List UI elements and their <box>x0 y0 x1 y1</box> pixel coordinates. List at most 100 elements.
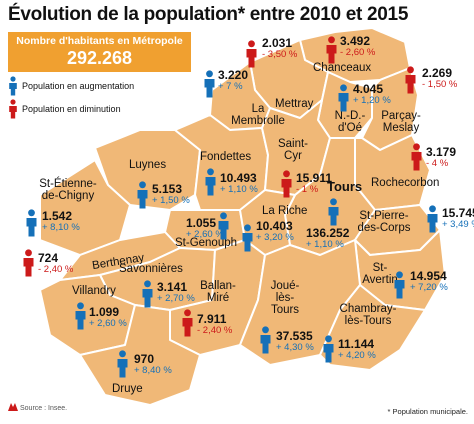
person-icon-chanceaux <box>325 36 338 69</box>
stat-parcay-value: 2.269 <box>422 66 453 80</box>
commune-name-parcay: Parçay-Meslay <box>378 110 424 134</box>
stat-chambray-change: + 4,20 % <box>338 349 376 361</box>
stat-st-pierre-value: 15.745 <box>442 206 474 220</box>
stat-saint-cyr: 15.911 - 1 % <box>296 172 332 195</box>
stat-joue-value: 37.535 <box>276 329 313 343</box>
person-icon-fondettes <box>204 168 217 201</box>
stat-ballan-mire-change: - 2,40 % <box>197 324 233 336</box>
stat-st-avertin-value: 14.954 <box>410 269 447 283</box>
stat-st-genouph-change: + 2,60 % <box>186 228 224 240</box>
stat-berthenay-value: 724 <box>38 251 59 265</box>
commune-name-joue-text: Joué-lès-Tours <box>270 280 300 317</box>
commune-name-la-membrolle-text: La Membrolle <box>231 103 285 128</box>
commune-name-st-avertin-text: St-Avertin <box>362 262 398 287</box>
metro-label: Nombre d'habitants en Métropole <box>16 35 183 47</box>
stat-st-etienne: 1.542 + 8,10 % <box>42 210 80 233</box>
commune-name-rochecorbon: Rochecorbon <box>371 177 440 189</box>
commune-name-druye: Druye <box>112 383 143 395</box>
stat-luynes-change: + 1,50 % <box>152 194 190 206</box>
person-icon-st-etienne <box>25 209 38 242</box>
stat-la-membrolle-change: + 7 % <box>218 80 243 92</box>
stat-la-riche: 10.403 + 3,20 % <box>256 220 294 243</box>
commune-name-nd-oe: N.-D.-d'Oé <box>332 110 368 134</box>
commune-name-st-pierre-text: St-Pierre-des-Corps <box>357 210 411 235</box>
stat-la-riche-change: + 3,20 % <box>256 231 294 243</box>
person-icon-savonnieres <box>141 280 154 313</box>
stat-la-membrolle-value: 3.220 <box>218 68 249 82</box>
commune-name-st-etienne: St-Étienne-de-Chigny <box>33 178 103 202</box>
person-icon-villandry <box>74 302 87 335</box>
footnote: * Population municipale. <box>387 407 468 416</box>
commune-name-parcay-text: Parçay-Meslay <box>381 110 421 135</box>
stat-st-avertin-change: + 7,20 % <box>410 281 448 293</box>
stat-druye-change: + 8,40 % <box>134 364 172 376</box>
stat-chanceaux: 3.492 - 2,60 % <box>340 35 375 58</box>
person-blue-icon <box>9 76 17 96</box>
stat-nd-oe-value: 4.045 <box>353 82 384 96</box>
legend-up: Population en augmentation <box>8 76 134 96</box>
stat-fondettes: 10.493 + 1,10 % <box>220 172 258 195</box>
region-st-etienne <box>39 159 131 256</box>
commune-name-ballan-mire: Ballan-Miré <box>200 280 236 304</box>
stat-parcay-change: - 1,50 % <box>422 78 458 90</box>
person-icon-druye <box>116 350 129 383</box>
commune-name-chambray: Chambray-lès-Tours <box>338 303 398 327</box>
commune-name-saint-cyr-text: Saint-Cyr <box>277 138 309 163</box>
commune-name-la-riche: La Riche <box>262 205 308 217</box>
stat-savonnieres-value: 3.141 <box>157 280 188 294</box>
legend-down-label: Population en diminution <box>22 104 121 114</box>
stat-nd-oe: 4.045 + 1,20 % <box>353 83 391 106</box>
stat-st-etienne-change: + 8,10 % <box>42 221 80 233</box>
stat-ballan-mire: 7.911 - 2,40 % <box>197 313 232 336</box>
person-red-icon <box>9 99 17 119</box>
stat-tours-change: + 1,10 % <box>306 238 344 250</box>
person-icon-parcay <box>404 66 417 99</box>
commune-name-st-pierre: St-Pierre-des-Corps <box>354 210 414 234</box>
stat-chambray-value: 11.144 <box>338 337 375 351</box>
person-icon-la-riche <box>241 224 254 257</box>
stat-fondettes-change: + 1,10 % <box>220 183 258 195</box>
commune-name-joue: Joué-lès-Tours <box>270 280 300 316</box>
commune-name-saint-cyr: Saint-Cyr <box>275 138 311 162</box>
commune-name-tours: Tours <box>327 179 363 194</box>
person-icon-la-membrolle <box>203 70 216 103</box>
stat-mettray-value: 2.031 <box>262 36 293 50</box>
stat-la-riche-value: 10.403 <box>256 219 293 233</box>
stat-fondettes-value: 10.493 <box>220 171 257 185</box>
stat-st-etienne-value: 1.542 <box>42 209 73 223</box>
commune-name-mettray: Mettray <box>275 98 314 110</box>
stat-joue-change: + 4,30 % <box>276 341 314 353</box>
publisher-logo-icon <box>8 403 18 411</box>
stat-saint-cyr-change: - 1 % <box>296 183 319 195</box>
legend-up-label: Population en augmentation <box>22 81 135 91</box>
stat-tours: 136.252 + 1,10 % <box>306 227 349 250</box>
person-icon-mettray <box>245 40 258 73</box>
stat-chanceaux-value: 3.492 <box>340 34 371 48</box>
stat-mettray-change: - 3,50 % <box>262 48 298 60</box>
commune-name-la-membrolle: La Membrolle <box>228 103 288 127</box>
commune-name-ballan-mire-text: Ballan-Miré <box>200 280 236 305</box>
commune-name-villandry: Villandry <box>72 285 116 297</box>
stat-savonnieres-change: + 2,70 % <box>157 292 195 304</box>
person-icon-joue <box>259 326 272 359</box>
person-icon-saint-cyr <box>280 170 293 203</box>
stat-tours-value: 136.252 <box>306 226 350 240</box>
stat-la-membrolle: 3.220 + 7 % <box>218 69 248 92</box>
commune-name-fondettes: Fondettes <box>200 151 252 163</box>
commune-name-st-genouph: St-Genouph <box>175 237 238 249</box>
person-icon-nd-oe <box>337 84 350 117</box>
region-druye <box>79 304 201 406</box>
person-icon-st-genouph <box>217 212 230 245</box>
person-icon-tours <box>327 198 340 231</box>
legend-down: Population en diminution <box>8 99 121 119</box>
stat-rochecorbon: 3.179 - 4 % <box>426 146 456 169</box>
commune-name-chambray-text: Chambray-lès-Tours <box>339 303 397 328</box>
commune-name-chanceaux: Chanceaux <box>313 62 372 74</box>
metro-value: 292.268 <box>66 48 133 68</box>
stat-saint-cyr-value: 15.911 <box>296 171 333 185</box>
stat-villandry: 1.099 + 2,60 % <box>89 306 127 329</box>
stat-ballan-mire-value: 7.911 <box>197 312 227 326</box>
stat-st-pierre-change: + 3,49 % <box>442 218 474 230</box>
person-icon-berthenay <box>22 249 35 282</box>
